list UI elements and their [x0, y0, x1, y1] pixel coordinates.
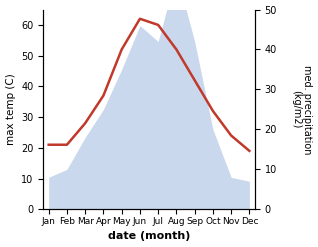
Y-axis label: max temp (C): max temp (C)	[5, 74, 16, 145]
Y-axis label: med. precipitation
(kg/m2): med. precipitation (kg/m2)	[291, 65, 313, 154]
X-axis label: date (month): date (month)	[108, 231, 190, 242]
